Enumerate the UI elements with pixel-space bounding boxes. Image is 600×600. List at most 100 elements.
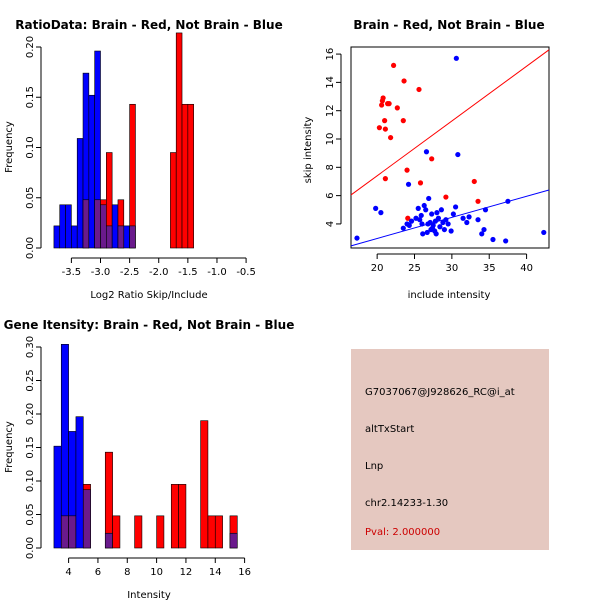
- scatter-point-not-brain: [430, 222, 436, 228]
- scatter-point-not-brain: [481, 226, 487, 233]
- intensity-histogram-bars: [53, 344, 238, 549]
- scatter-point-not-brain: [460, 215, 466, 221]
- intensity-histogram-bar: [207, 515, 216, 549]
- scatter-point-not-brain: [448, 228, 454, 234]
- ratio-histogram-y-tick-label: 0.20: [25, 36, 36, 58]
- intensity-histogram-bar: [53, 445, 62, 549]
- scatter-point-brain: [400, 118, 406, 124]
- scatter-point-not-brain: [479, 231, 485, 237]
- scatter-point-brain: [471, 178, 477, 185]
- scatter-y-axis: 4 6 8 10 12 14 16: [325, 48, 342, 227]
- scatter-point-not-brain: [408, 218, 415, 224]
- intensity-histogram-bar: [134, 515, 143, 549]
- intensity-histogram-overlap-bar: [82, 489, 91, 549]
- ratio-histogram-x-tick-label: -3.5: [62, 267, 82, 278]
- scatter-point-not-brain: [443, 217, 449, 223]
- ratio-histogram-bar: [88, 94, 95, 249]
- scatter-point-not-brain: [405, 181, 412, 187]
- ratio-histogram-x-tick-label: -1.0: [207, 267, 227, 278]
- ratio-histogram-bar: [53, 225, 61, 249]
- intensity-histogram-bar: [156, 515, 165, 549]
- ratio-histogram-x-tick-label: -2.0: [149, 267, 169, 278]
- intensity-histogram-ylabel: Frequency: [4, 421, 15, 473]
- intensity-histogram-y-tick-label: 0.15: [25, 436, 36, 458]
- scatter-point-brain: [382, 176, 388, 182]
- scatter-point-not-brain: [418, 212, 424, 219]
- ratio-histogram-bar: [187, 103, 194, 249]
- scatter-point-not-brain: [435, 215, 442, 221]
- ratio-histogram-bar: [65, 204, 72, 249]
- ratio-histogram-x-tick-label: -0.5: [236, 267, 256, 278]
- scatter-point-brain: [416, 86, 422, 93]
- scatter-x-tick-label: 20: [371, 263, 384, 274]
- scatter-point-not-brain: [453, 204, 459, 210]
- scatter-x-tick-label: 25: [408, 263, 421, 274]
- intensity-histogram-y-axis: 0.00 0.05 0.10 0.15 0.20 0.25 0.30: [25, 336, 42, 559]
- scatter-point-brain: [382, 118, 388, 124]
- scatter-point-not-brain: [490, 236, 496, 243]
- ratio-histogram-ylabel: Frequency: [4, 121, 15, 173]
- intensity-histogram-x-tick-label: 10: [150, 567, 163, 578]
- scatter-point-not-brain: [438, 207, 445, 213]
- intensity-histogram-y-tick-label: 0.05: [25, 503, 36, 525]
- scatter-xlabel: include intensity: [408, 290, 491, 301]
- ratio-histogram-y-tick-label: 0.00: [25, 237, 36, 259]
- scatter-point-not-brain: [429, 211, 435, 217]
- ratio-histogram-bar: [111, 204, 119, 249]
- scatter-x-tick-label: 40: [520, 263, 533, 274]
- scatter-point-brain: [394, 105, 400, 111]
- ratio-histogram-x-tick-label: -2.5: [120, 267, 140, 278]
- scatter-point-not-brain: [441, 226, 447, 233]
- intensity-histogram-bar: [178, 484, 187, 549]
- scatter-y-tick-label: 12: [325, 104, 336, 117]
- intensity-histogram-xlabel: Intensity: [127, 590, 171, 600]
- scatter-fit-line-red: [350, 49, 550, 196]
- ratio-histogram-overlap-bar: [94, 199, 101, 249]
- ratio-histogram-x-tick-label: -1.5: [178, 267, 198, 278]
- scatter-point-not-brain: [453, 55, 459, 61]
- intensity-histogram-x-axis: 4 6 8 10 12 14 16: [65, 557, 251, 578]
- scatter-point-not-brain: [420, 231, 426, 237]
- scatter-point-not-brain: [437, 224, 443, 230]
- ratio-histogram-bars: [53, 32, 194, 249]
- scatter-frame: [350, 46, 550, 249]
- scatter-fit-lines: [350, 49, 550, 247]
- ratio-histogram-bar: [170, 152, 177, 249]
- scatter-point-brain: [417, 180, 424, 186]
- scatter-point-not-brain: [417, 217, 423, 223]
- scatter-point-not-brain: [434, 210, 440, 216]
- scatter-point-brain: [382, 126, 388, 132]
- ratio-histogram-bar: [59, 204, 66, 249]
- scatter-point-brain: [429, 156, 435, 162]
- intensity-histogram-overlap-bar: [60, 515, 69, 549]
- intensity-histogram-bar: [200, 420, 209, 549]
- scatter-point-not-brain: [445, 221, 451, 227]
- intensity-histogram-y-tick-label: 0.10: [25, 470, 36, 492]
- ratio-histogram: RatioData: Brain - Red, Not Brain - Blue…: [4, 18, 283, 301]
- scatter-point-not-brain: [354, 235, 360, 241]
- scatter-y-tick-label: 14: [325, 76, 336, 89]
- intensity-histogram-x-tick-label: 14: [209, 567, 222, 578]
- scatter-point-brain: [379, 102, 385, 108]
- ratio-histogram-y-axis: 0.00 0.05 0.10 0.15 0.20: [25, 36, 42, 259]
- intensity-histogram-overlap-bar: [68, 515, 77, 549]
- ratio-histogram-y-tick-label: 0.05: [25, 187, 36, 209]
- scatter-point-not-brain: [373, 205, 379, 211]
- scatter-point-brain: [388, 134, 394, 141]
- ratio-histogram-bar: [71, 225, 78, 249]
- scatter-y-tick-label: 8: [325, 164, 336, 170]
- intensity-histogram-bar: [112, 515, 121, 549]
- ratio-histogram-xlabel: Log2 Ratio Skip/Include: [90, 290, 207, 301]
- scatter-point-not-brain: [423, 149, 430, 155]
- scatter-point-brain: [390, 62, 397, 69]
- scatter-point-not-brain: [419, 221, 425, 227]
- scatter-x-tick-label: 30: [446, 263, 459, 274]
- scatter-point-not-brain: [426, 195, 432, 202]
- event-type: altTxStart: [365, 424, 415, 435]
- pval-text: Pval: 2.000000: [365, 527, 441, 538]
- scatter-point-not-brain: [433, 231, 439, 237]
- scatter-points: [354, 55, 547, 244]
- intensity-histogram-overlap-bar: [229, 532, 238, 549]
- intensity-histogram-x-tick-label: 4: [65, 567, 71, 578]
- scatter-point-not-brain: [475, 217, 481, 223]
